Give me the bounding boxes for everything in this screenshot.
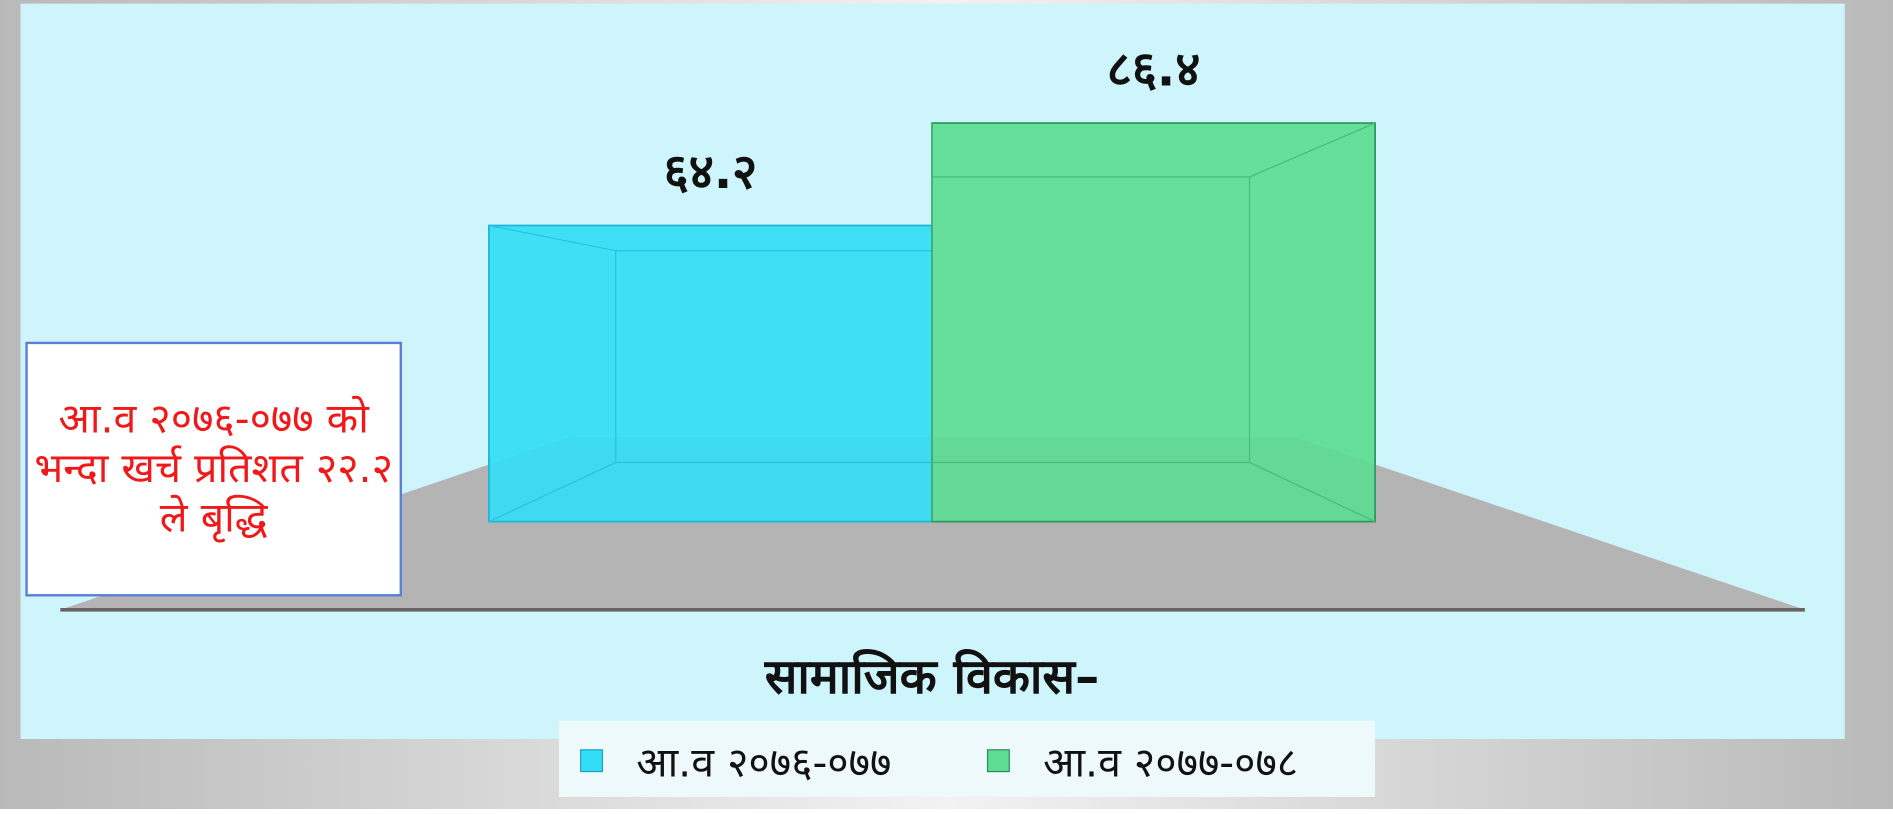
bar-edge bbox=[1249, 461, 1376, 523]
legend-label: आ.व २०७६-०७७ bbox=[636, 739, 891, 787]
bar-edge bbox=[488, 461, 616, 523]
value-label: ८६.४ bbox=[1107, 41, 1201, 97]
bar-edge bbox=[1249, 122, 1376, 178]
legend-swatch bbox=[986, 749, 1010, 773]
legend-background bbox=[558, 720, 1376, 797]
bar bbox=[488, 224, 933, 523]
bar bbox=[931, 122, 1376, 523]
annotation: आ.व २०७६-०७७ को भन्दा खर्च प्रतिशत २२.२ … bbox=[25, 341, 403, 597]
legend-label: आ.व २०७७-०७८ bbox=[1043, 739, 1298, 787]
value-label: ६४.२ bbox=[664, 144, 758, 200]
bar-back-frame bbox=[931, 176, 1251, 464]
x-tick-label: सामाजिक विकास– bbox=[764, 648, 1099, 705]
bar-edge bbox=[488, 224, 616, 252]
legend-swatch bbox=[580, 749, 604, 773]
